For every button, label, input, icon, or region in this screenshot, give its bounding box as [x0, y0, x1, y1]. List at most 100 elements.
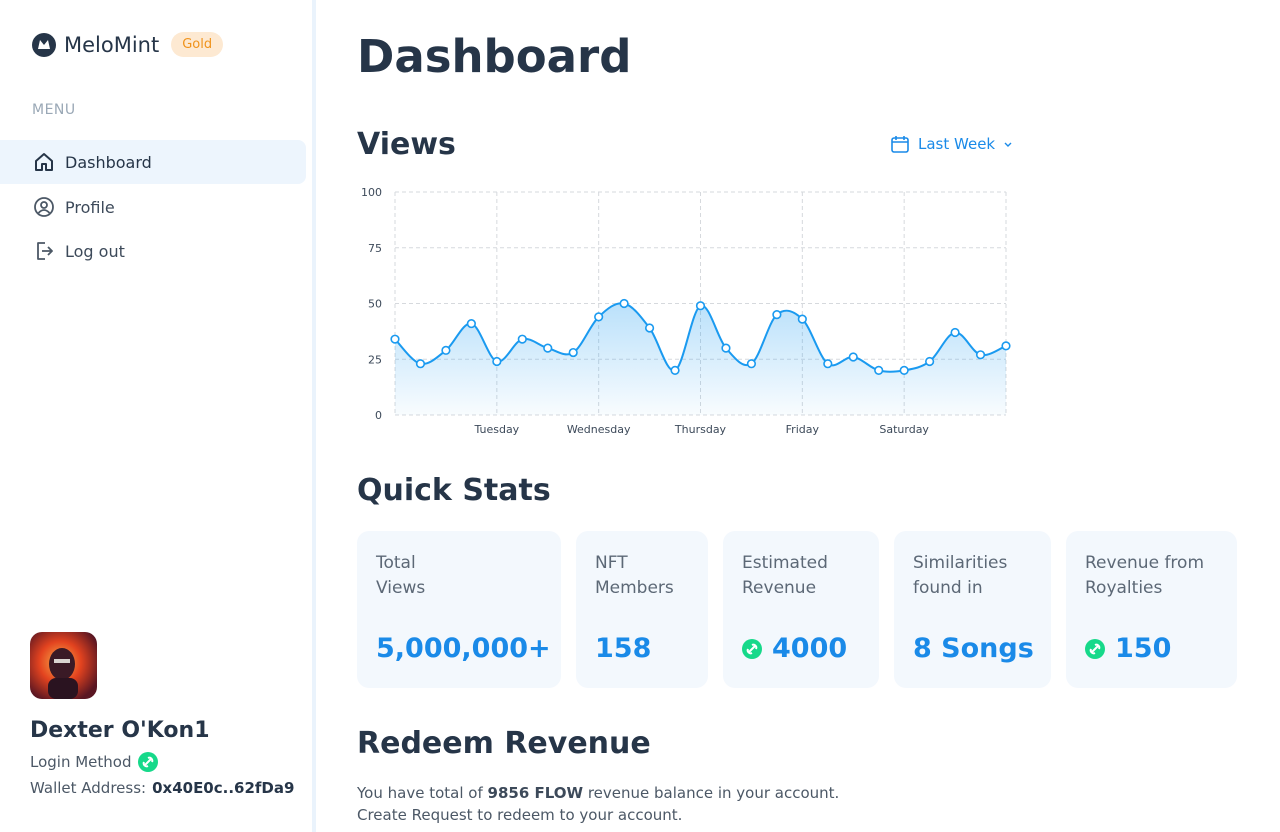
- point: [619, 298, 629, 309]
- point: [390, 334, 400, 344]
- y-tick-label: 100: [361, 186, 382, 199]
- stat-value-row: 4000: [742, 633, 847, 664]
- stat-value: 150: [1115, 633, 1172, 664]
- point: [441, 345, 451, 355]
- label-line: Revenue from: [1085, 553, 1204, 573]
- stat-card: Total Views 5,000,000+: [357, 531, 561, 688]
- login-label: Login Method: [30, 753, 132, 771]
- section-title: Views: [357, 127, 456, 162]
- logo: [32, 32, 56, 57]
- stat-value-row: 5,000,000+: [376, 633, 551, 664]
- y-tick-label: 0: [375, 409, 382, 422]
- stat-value-row: 150: [1085, 633, 1171, 664]
- label-line: NFT: [595, 553, 628, 573]
- y-tick-label: 50: [368, 298, 382, 311]
- stat-card: Estimated Revenue 4000: [723, 531, 879, 688]
- flow-icon: [1085, 638, 1105, 659]
- point: [568, 347, 578, 358]
- point: [670, 365, 680, 375]
- user-name: Dexter O'Kon1: [30, 718, 210, 743]
- stat-label: Estimated Revenue: [742, 551, 860, 601]
- redeem-text: You have total of 9856 FLOW revenue bala…: [357, 784, 839, 802]
- balance: 9856 FLOW: [487, 784, 584, 802]
- menu-label: MENU: [32, 102, 76, 118]
- point: [492, 356, 502, 367]
- profile-icon: [34, 197, 54, 217]
- label-line: Members: [595, 578, 674, 598]
- page-title: Dashboard: [357, 30, 632, 83]
- filter-label: Last Week: [918, 135, 996, 153]
- stat-card: Revenue from Royalties 150: [1066, 531, 1237, 688]
- point: [644, 323, 655, 333]
- avatar[interactable]: [30, 632, 97, 699]
- nav-label: Log out: [65, 241, 125, 261]
- point: [772, 310, 782, 320]
- label-line: Revenue: [742, 578, 817, 598]
- nav-item[interactable]: Dashboard: [0, 140, 306, 184]
- point: [466, 318, 476, 329]
- flow-icon: [742, 638, 762, 659]
- point: [695, 301, 706, 311]
- stat-label: NFT Members: [595, 551, 689, 601]
- login-method: Login Method: [30, 752, 158, 772]
- stat-value: 158: [595, 633, 652, 664]
- stat-label: Revenue from Royalties: [1085, 551, 1218, 601]
- date-filter[interactable]: Last Week: [890, 134, 1013, 154]
- x-tick-label: Thursday: [674, 423, 727, 436]
- label-line: Total: [376, 553, 416, 573]
- text: You have total of: [357, 784, 483, 802]
- x-tick-label: Friday: [786, 423, 820, 436]
- sidebar: MeloMint Gold MENU Dashboard Profile Log…: [0, 0, 316, 832]
- point: [746, 359, 757, 369]
- point: [848, 352, 858, 362]
- x-tick-label: Tuesday: [473, 423, 519, 436]
- stat-value-row: 8 Songs: [913, 633, 1034, 664]
- stat-value: 4000: [772, 633, 848, 664]
- point: [823, 359, 833, 369]
- wallet-label: Wallet Address:: [30, 779, 147, 797]
- nav-label: Dashboard: [65, 152, 152, 172]
- point: [721, 343, 731, 353]
- nav-label: Profile: [65, 197, 115, 217]
- point: [415, 359, 426, 369]
- x-tick-label: Saturday: [879, 423, 929, 436]
- label-line: Royalties: [1085, 578, 1163, 598]
- nav-item[interactable]: Profile: [0, 185, 306, 229]
- stat-value: 5,000,000+: [376, 633, 551, 664]
- y-tick-label: 25: [368, 353, 382, 366]
- wallet: Wallet Address: 0x40E0c..62fDa9: [30, 779, 294, 797]
- wallet-address[interactable]: 0x40E0c..62fDa9: [152, 779, 295, 797]
- stat-value-row: 158: [595, 633, 651, 664]
- section-title: Quick Stats: [357, 473, 551, 508]
- redeem-text: Create Request to redeem to your account…: [357, 806, 683, 824]
- flow-icon: [137, 752, 158, 772]
- x-tick-label: Wednesday: [567, 423, 631, 436]
- text: revenue balance in your account.: [587, 784, 840, 802]
- stat-card: NFT Members 158: [576, 531, 708, 688]
- label-line: found in: [913, 578, 983, 598]
- point: [594, 312, 604, 322]
- area: [395, 303, 1006, 415]
- point: [975, 350, 986, 360]
- point: [874, 365, 884, 375]
- chevron: [1004, 142, 1012, 147]
- stat-label: Similarities found in: [913, 551, 1032, 601]
- views-chart: 0 25 50 75 100 Tuesday Wednesday Thursday Friday…: [361, 186, 1011, 436]
- home-icon: [35, 153, 53, 171]
- nav-item[interactable]: Log out: [0, 229, 306, 273]
- point: [517, 334, 527, 344]
- stat-card: Similarities found in 8 Songs: [894, 531, 1051, 688]
- point: [950, 327, 960, 338]
- label-line: Views: [376, 578, 426, 598]
- brand[interactable]: MeloMint Gold: [32, 32, 224, 57]
- point: [797, 314, 807, 324]
- avatar-art: [48, 648, 78, 699]
- calendar-icon: [891, 136, 909, 153]
- point: [899, 365, 909, 375]
- y-tick-label: 75: [368, 242, 382, 255]
- stat-label: Total Views: [376, 551, 542, 601]
- point: [543, 343, 553, 353]
- point: [1001, 341, 1011, 351]
- section-title: Redeem Revenue: [357, 726, 651, 761]
